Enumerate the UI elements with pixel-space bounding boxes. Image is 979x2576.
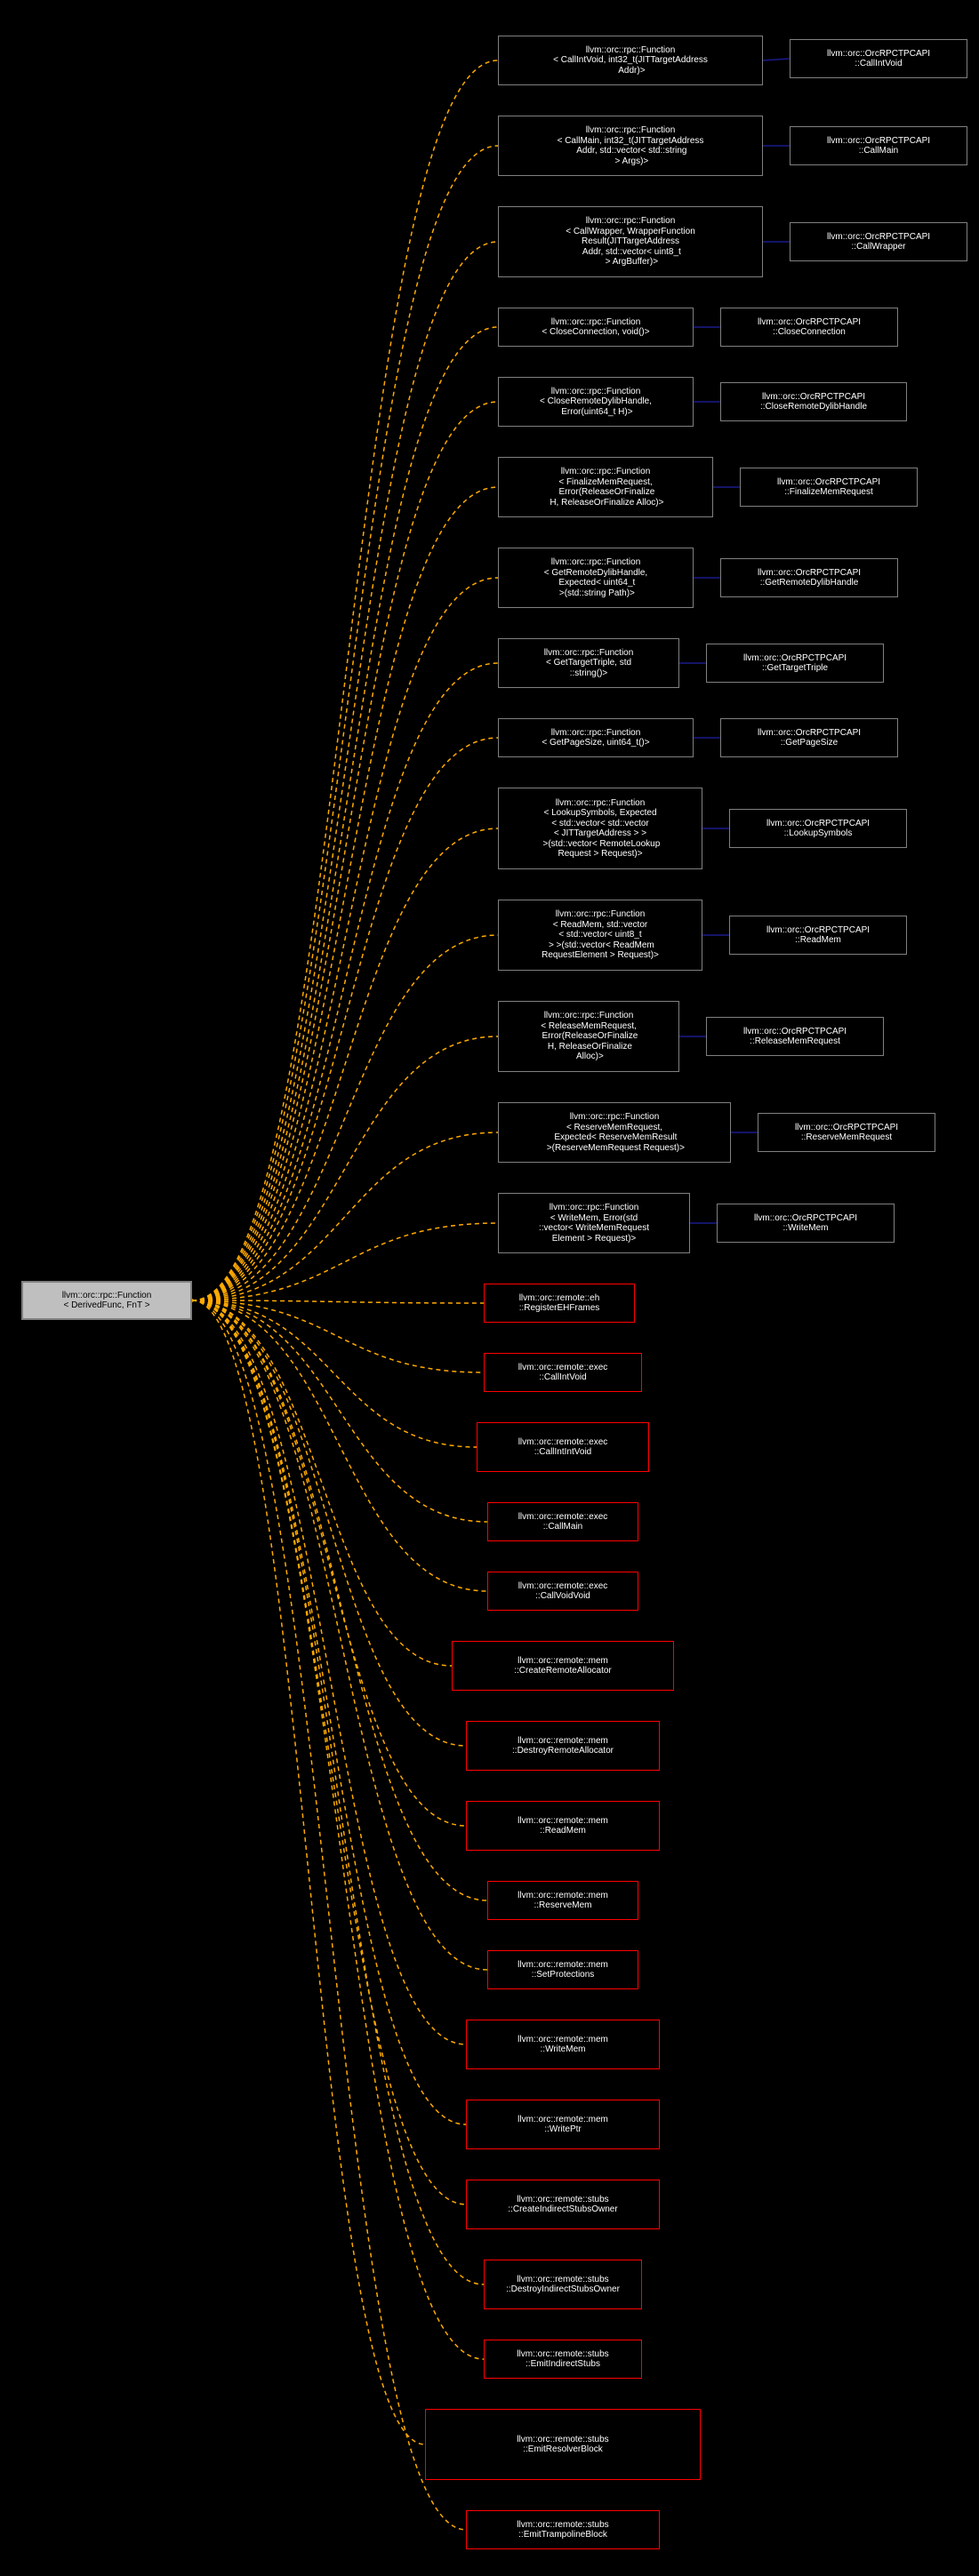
derived-class-label: llvm::orc::OrcRPCTPCAPI ::GetPageSize [758, 728, 861, 748]
derived-class-label: llvm::orc::OrcRPCTPCAPI ::GetRemoteDylib… [758, 568, 861, 588]
template-instance-node[interactable]: llvm::orc::rpc::Function < ReleaseMemReq… [498, 1001, 679, 1072]
derived-red-class-label: llvm::orc::remote::mem ::ReserveMem [518, 1891, 608, 1911]
derived-class-node[interactable]: llvm::orc::OrcRPCTPCAPI ::ReserveMemRequ… [758, 1113, 935, 1152]
derived-red-class-label: llvm::orc::remote::exec ::CallMain [518, 1512, 608, 1532]
derived-red-class-label: llvm::orc::remote::mem ::SetProtections [518, 1960, 608, 1980]
derived-red-class-label: llvm::orc::remote::exec ::CallIntVoid [518, 1363, 608, 1383]
derived-red-class-label: llvm::orc::remote::stubs ::CreateIndirec… [508, 2195, 617, 2215]
template-instance-node[interactable]: llvm::orc::rpc::Function < CallMain, int… [498, 116, 763, 176]
derived-class-label: llvm::orc::OrcRPCTPCAPI ::ReleaseMemRequ… [743, 1027, 847, 1047]
derived-class-node[interactable]: llvm::orc::OrcRPCTPCAPI ::WriteMem [717, 1204, 895, 1243]
derived-red-class-node[interactable]: llvm::orc::remote::stubs ::EmitResolverB… [425, 2409, 701, 2480]
derived-red-class-label: llvm::orc::remote::stubs ::DestroyIndire… [506, 2275, 620, 2295]
derived-class-node[interactable]: llvm::orc::OrcRPCTPCAPI ::ReadMem [729, 916, 907, 955]
derived-class-node[interactable]: llvm::orc::OrcRPCTPCAPI ::CallIntVoid [790, 39, 967, 78]
derived-red-class-node[interactable]: llvm::orc::remote::exec ::CallIntVoid [484, 1353, 642, 1392]
template-instance-node[interactable]: llvm::orc::rpc::Function < GetPageSize, … [498, 718, 694, 757]
derived-class-label: llvm::orc::OrcRPCTPCAPI ::WriteMem [754, 1213, 857, 1234]
template-instance-node[interactable]: llvm::orc::rpc::Function < CloseConnecti… [498, 308, 694, 347]
template-instance-node[interactable]: llvm::orc::rpc::Function < ReserveMemReq… [498, 1102, 731, 1163]
derived-red-class-label: llvm::orc::remote::mem ::ReadMem [518, 1816, 608, 1836]
template-instance-label: llvm::orc::rpc::Function < GetRemoteDyli… [544, 557, 647, 598]
derived-red-class-node[interactable]: llvm::orc::remote::mem ::WriteMem [466, 2020, 660, 2069]
derived-class-label: llvm::orc::OrcRPCTPCAPI ::CallMain [827, 136, 930, 156]
template-instance-node[interactable]: llvm::orc::rpc::Function < CallIntVoid, … [498, 36, 763, 85]
root-class-node[interactable]: llvm::orc::rpc::Function < DerivedFunc, … [21, 1281, 192, 1320]
derived-red-class-node[interactable]: llvm::orc::remote::stubs ::DestroyIndire… [484, 2260, 642, 2309]
derived-red-class-label: llvm::orc::remote::stubs ::EmitTrampolin… [517, 2520, 608, 2540]
derived-class-label: llvm::orc::OrcRPCTPCAPI ::FinalizeMemReq… [777, 477, 880, 498]
derived-class-node[interactable]: llvm::orc::OrcRPCTPCAPI ::GetRemoteDylib… [720, 558, 898, 597]
derived-red-class-node[interactable]: llvm::orc::remote::stubs ::EmitTrampolin… [466, 2510, 660, 2549]
template-instance-label: llvm::orc::rpc::Function < GetTargetTrip… [544, 648, 634, 679]
derived-red-class-label: llvm::orc::remote::stubs ::EmitResolverB… [517, 2435, 608, 2455]
derived-red-class-node[interactable]: llvm::orc::remote::mem ::ReadMem [466, 1801, 660, 1851]
derived-class-label: llvm::orc::OrcRPCTPCAPI ::LookupSymbols [766, 819, 870, 839]
derived-class-node[interactable]: llvm::orc::OrcRPCTPCAPI ::GetTargetTripl… [706, 644, 884, 683]
derived-red-class-label: llvm::orc::remote::exec ::CallIntIntVoid [518, 1437, 608, 1458]
derived-class-node[interactable]: llvm::orc::OrcRPCTPCAPI ::GetPageSize [720, 718, 898, 757]
derived-red-class-node[interactable]: llvm::orc::remote::mem ::WritePtr [466, 2100, 660, 2149]
derived-class-label: llvm::orc::OrcRPCTPCAPI ::ReadMem [766, 925, 870, 946]
derived-class-label: llvm::orc::OrcRPCTPCAPI ::CallWrapper [827, 232, 930, 252]
derived-class-label: llvm::orc::OrcRPCTPCAPI ::GetTargetTripl… [743, 653, 847, 674]
template-instance-node[interactable]: llvm::orc::rpc::Function < WriteMem, Err… [498, 1193, 690, 1253]
derived-red-class-label: llvm::orc::remote::stubs ::EmitIndirectS… [517, 2349, 608, 2370]
derived-red-class-node[interactable]: llvm::orc::remote::exec ::CallVoidVoid [487, 1572, 638, 1611]
template-instance-node[interactable]: llvm::orc::rpc::Function < CloseRemoteDy… [498, 377, 694, 427]
derived-class-node[interactable]: llvm::orc::OrcRPCTPCAPI ::CloseRemoteDyl… [720, 382, 907, 421]
derived-class-node[interactable]: llvm::orc::OrcRPCTPCAPI ::FinalizeMemReq… [740, 468, 918, 507]
template-instance-label: llvm::orc::rpc::Function < WriteMem, Err… [539, 1203, 649, 1244]
template-instance-node[interactable]: llvm::orc::rpc::Function < CallWrapper, … [498, 206, 763, 277]
template-instance-node[interactable]: llvm::orc::rpc::Function < ReadMem, std:… [498, 900, 702, 971]
template-instance-label: llvm::orc::rpc::Function < ReserveMemReq… [544, 1112, 685, 1153]
derived-red-class-node[interactable]: llvm::orc::remote::mem ::CreateRemoteAll… [452, 1641, 674, 1691]
derived-class-node[interactable]: llvm::orc::OrcRPCTPCAPI ::CallWrapper [790, 222, 967, 261]
inheritance-diagram: { "root": { "label": "llvm::orc::rpc::Fu… [0, 0, 979, 2576]
derived-red-class-node[interactable]: llvm::orc::remote::eh ::RegisterEHFrames [484, 1284, 635, 1323]
derived-red-class-label: llvm::orc::remote::mem ::WriteMem [518, 2035, 608, 2055]
derived-class-node[interactable]: llvm::orc::OrcRPCTPCAPI ::LookupSymbols [729, 809, 907, 848]
derived-red-class-node[interactable]: llvm::orc::remote::stubs ::EmitIndirectS… [484, 2340, 642, 2379]
derived-class-label: llvm::orc::OrcRPCTPCAPI ::CloseRemoteDyl… [760, 392, 867, 412]
derived-red-class-label: llvm::orc::remote::exec ::CallVoidVoid [518, 1581, 608, 1602]
derived-red-class-node[interactable]: llvm::orc::remote::exec ::CallIntIntVoid [477, 1422, 649, 1472]
template-instance-label: llvm::orc::rpc::Function < CallWrapper, … [566, 216, 695, 268]
derived-red-class-label: llvm::orc::remote::mem ::WritePtr [518, 2115, 608, 2135]
template-instance-node[interactable]: llvm::orc::rpc::Function < LookupSymbols… [498, 788, 702, 869]
template-instance-label: llvm::orc::rpc::Function < FinalizeMemRe… [548, 467, 664, 508]
template-instance-label: llvm::orc::rpc::Function < ReadMem, std:… [542, 909, 659, 961]
derived-class-node[interactable]: llvm::orc::OrcRPCTPCAPI ::CloseConnectio… [720, 308, 898, 347]
derived-red-class-node[interactable]: llvm::orc::remote::stubs ::CreateIndirec… [466, 2180, 660, 2229]
template-instance-label: llvm::orc::rpc::Function < CloseConnecti… [542, 317, 649, 338]
template-instance-label: llvm::orc::rpc::Function < GetPageSize, … [542, 728, 649, 748]
template-instance-label: llvm::orc::rpc::Function < LookupSymbols… [541, 798, 661, 860]
template-instance-label: llvm::orc::rpc::Function < CloseRemoteDy… [540, 387, 652, 418]
derived-red-class-label: llvm::orc::remote::mem ::CreateRemoteAll… [514, 1656, 612, 1676]
derived-class-node[interactable]: llvm::orc::OrcRPCTPCAPI ::ReleaseMemRequ… [706, 1017, 884, 1056]
derived-red-class-node[interactable]: llvm::orc::remote::mem ::DestroyRemoteAl… [466, 1721, 660, 1771]
derived-red-class-node[interactable]: llvm::orc::remote::mem ::ReserveMem [487, 1881, 638, 1920]
derived-red-class-node[interactable]: llvm::orc::remote::mem ::SetProtections [487, 1950, 638, 1989]
derived-red-class-label: llvm::orc::remote::mem ::DestroyRemoteAl… [512, 1736, 614, 1756]
template-instance-node[interactable]: llvm::orc::rpc::Function < GetRemoteDyli… [498, 548, 694, 608]
root-class-label: llvm::orc::rpc::Function < DerivedFunc, … [62, 1291, 152, 1311]
derived-class-label: llvm::orc::OrcRPCTPCAPI ::ReserveMemRequ… [795, 1123, 898, 1143]
template-instance-node[interactable]: llvm::orc::rpc::Function < FinalizeMemRe… [498, 457, 713, 517]
derived-red-class-node[interactable]: llvm::orc::remote::exec ::CallMain [487, 1502, 638, 1541]
template-instance-label: llvm::orc::rpc::Function < ReleaseMemReq… [540, 1011, 638, 1062]
derived-class-label: llvm::orc::OrcRPCTPCAPI ::CallIntVoid [827, 49, 930, 69]
derived-class-node[interactable]: llvm::orc::OrcRPCTPCAPI ::CallMain [790, 126, 967, 165]
template-instance-label: llvm::orc::rpc::Function < CallMain, int… [558, 125, 704, 166]
derived-class-label: llvm::orc::OrcRPCTPCAPI ::CloseConnectio… [758, 317, 861, 338]
template-instance-label: llvm::orc::rpc::Function < CallIntVoid, … [553, 45, 708, 76]
template-instance-node[interactable]: llvm::orc::rpc::Function < GetTargetTrip… [498, 638, 679, 688]
derived-red-class-label: llvm::orc::remote::eh ::RegisterEHFrames [519, 1293, 600, 1314]
